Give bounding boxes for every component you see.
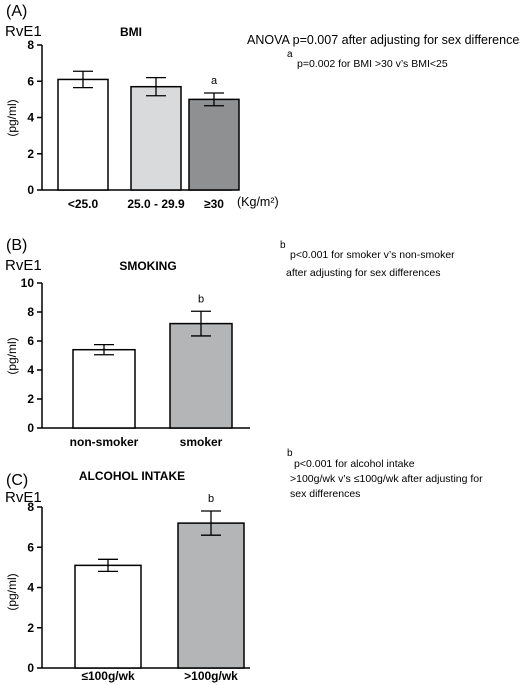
panel-c-ytick-label: 4 (27, 581, 34, 595)
panel-b-categories: non-smoker smoker (70, 435, 223, 449)
panel-a-note-sup: a (287, 49, 293, 60)
panel-c-bar (177, 522, 245, 669)
panel-c-bars: b (74, 493, 245, 669)
panel-a-ytick-label: 0 (27, 183, 34, 197)
panel-b-bar-letter: b (198, 293, 204, 305)
panel-a-categories: <25.0 25.0 - 29.9 ≥30 (68, 197, 224, 211)
panel-c-categories: ≤100g/wk >100g/wk (81, 669, 238, 683)
panel-b-note-line: after adjusting for sex differences (286, 267, 440, 279)
panel-c-ytick-label: 8 (27, 500, 34, 514)
panel-a-category-label: ≥30 (204, 197, 224, 211)
panel-a: (A) RvE1 BMI (pg/ml) 0 2 4 6 8 a <25.0 25.0 -… (5, 3, 520, 211)
panel-b-unit-name: RvE1 (5, 257, 42, 274)
panel-b-ytick-label: 8 (27, 305, 34, 319)
panel-b-yticks: 0 2 4 6 8 10 (21, 276, 42, 435)
panel-c-ytick-label: 0 (27, 661, 34, 675)
panel-a-bar (57, 78, 109, 191)
panel-a-notes: p=0.002 for BMI >30 v’s BMI<25 (297, 58, 448, 70)
panel-b-ytick-label: 2 (27, 392, 34, 406)
panel-b-category-label: non-smoker (70, 435, 139, 449)
panel-a-ytick-label: 2 (27, 147, 34, 161)
panel-b-ytick-label: 0 (27, 421, 34, 435)
panel-b-bar (169, 322, 233, 429)
panel-c-label: (C) (6, 472, 28, 489)
panel-b-bar (72, 348, 136, 429)
panel-c-note-sup: b (287, 448, 293, 459)
panel-b-notes: p<0.001 for smoker v’s non-smoker after a… (286, 249, 455, 279)
panel-c-notes: p<0.001 for alcohol intake >100g/wk v’s ≤… (290, 458, 483, 500)
panel-a-yticks: 0 2 4 6 8 (27, 38, 42, 197)
panel-a-category-label: 25.0 - 29.9 (127, 197, 185, 211)
panel-c-ytick-label: 6 (27, 540, 34, 554)
panel-c-yticks: 0 2 4 6 8 (27, 500, 42, 675)
panel-b-title: SMOKING (119, 259, 176, 273)
panel-c-bar (74, 564, 142, 669)
panel-c-category-label: ≤100g/wk (81, 669, 135, 683)
panel-c-ytick-label: 2 (27, 621, 34, 635)
panel-c-title: ALCOHOL INTAKE (79, 469, 185, 483)
panel-a-bar (130, 85, 182, 191)
panel-b-label: (B) (6, 237, 27, 254)
panel-a-note-line: p=0.002 for BMI >30 v’s BMI<25 (297, 58, 448, 70)
panel-a-bar-letter: a (211, 75, 218, 87)
panel-a-x-unit: (Kg/m²) (237, 195, 279, 209)
panel-a-bar (188, 98, 240, 191)
panel-b-ytick-label: 4 (27, 363, 34, 377)
panel-a-bars: a (57, 70, 240, 191)
panel-a-ylabel: (pg/ml) (5, 99, 19, 136)
panel-b-bars: b (72, 293, 233, 429)
panel-b-note-line: p<0.001 for smoker v’s non-smoker (290, 249, 455, 261)
panel-a-label: (A) (6, 3, 27, 20)
panel-b-category-label: smoker (180, 435, 223, 449)
panel-b-note-sup: b (280, 240, 286, 251)
panel-c-unit-name: RvE1 (5, 489, 42, 506)
panel-a-ytick-label: 4 (27, 111, 34, 125)
panel-c-ylabel: (pg/ml) (5, 573, 19, 610)
panel-b: (B) RvE1 SMOKING (pg/ml) 0 2 4 6 8 10 b non-s… (5, 237, 455, 449)
panel-b-ytick-label: 6 (27, 334, 34, 348)
panel-a-ytick-label: 8 (27, 38, 34, 52)
panel-b-ylabel: (pg/ml) (5, 337, 19, 374)
panel-c-category-label: >100g/wk (184, 669, 238, 683)
panel-a-title: BMI (120, 25, 142, 39)
panel-c-note-line: p<0.001 for alcohol intake (294, 458, 415, 470)
panel-a-ytick-label: 6 (27, 74, 34, 88)
panel-a-category-label: <25.0 (68, 197, 99, 211)
panel-a-unit-name: RvE1 (5, 23, 42, 40)
panel-b-ytick-label: 10 (21, 276, 35, 290)
panel-c-note-line: >100g/wk v’s ≤100g/wk after adjusting fo… (290, 473, 483, 485)
panel-a-anova-note: ANOVA p=0.007 after adjusting for sex di… (247, 33, 520, 47)
panel-c-bar-letter: b (208, 493, 214, 505)
panel-c-note-line: sex differences (290, 488, 360, 500)
